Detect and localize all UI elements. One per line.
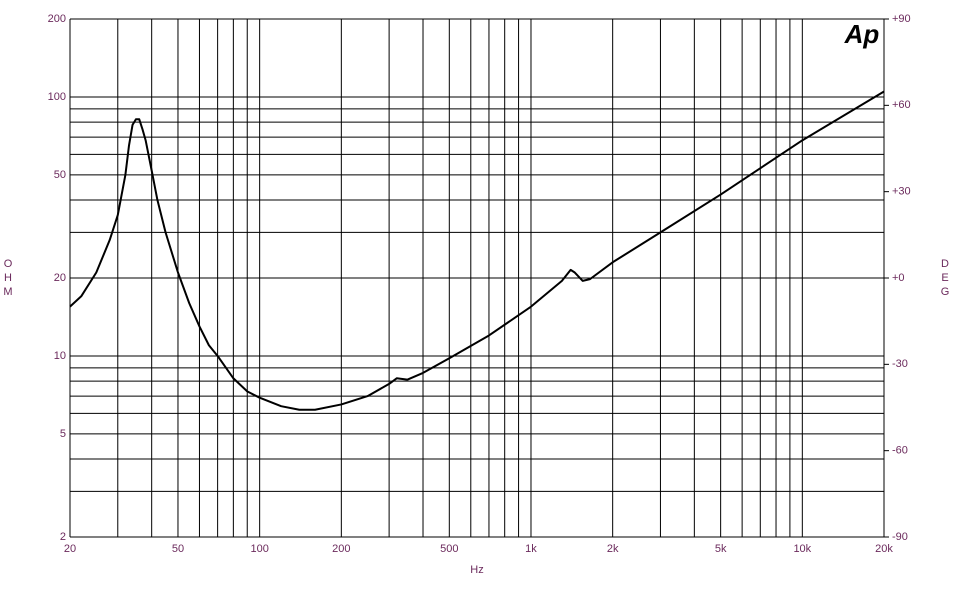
x-tick-label: 2k: [607, 543, 619, 555]
y2-tick-label: -60: [892, 445, 908, 457]
y2-tick-label: +90: [892, 13, 911, 25]
x-tick-label: 10k: [793, 543, 811, 555]
y-tick-label: 10: [54, 350, 66, 362]
y-tick-label: 5: [60, 428, 66, 440]
x-tick-label: 200: [332, 543, 350, 555]
x-tick-label: 20: [64, 543, 76, 555]
logo: Ap: [844, 19, 880, 49]
x-tick-label: 100: [250, 543, 268, 555]
y2-tick-label: -30: [892, 358, 908, 370]
y2-tick-label: +60: [892, 99, 911, 111]
x-tick-label: 20k: [875, 543, 893, 555]
x-tick-label: 1k: [525, 543, 537, 555]
y2-tick-label: +0: [892, 272, 905, 284]
x-axis-label: Hz: [470, 564, 483, 576]
y-tick-label: 50: [54, 169, 66, 181]
impedance-line: [69, 90, 885, 411]
y2-tick-label: +30: [892, 186, 911, 198]
y2-tick-label: -90: [892, 531, 908, 543]
y-tick-label: 200: [48, 13, 66, 25]
x-tick-label: 50: [172, 543, 184, 555]
y-tick-label: 2: [60, 531, 66, 543]
y-tick-label: 100: [48, 91, 66, 103]
y-tick-label: 20: [54, 272, 66, 284]
x-tick-label: 5k: [715, 543, 727, 555]
x-tick-label: 500: [440, 543, 458, 555]
